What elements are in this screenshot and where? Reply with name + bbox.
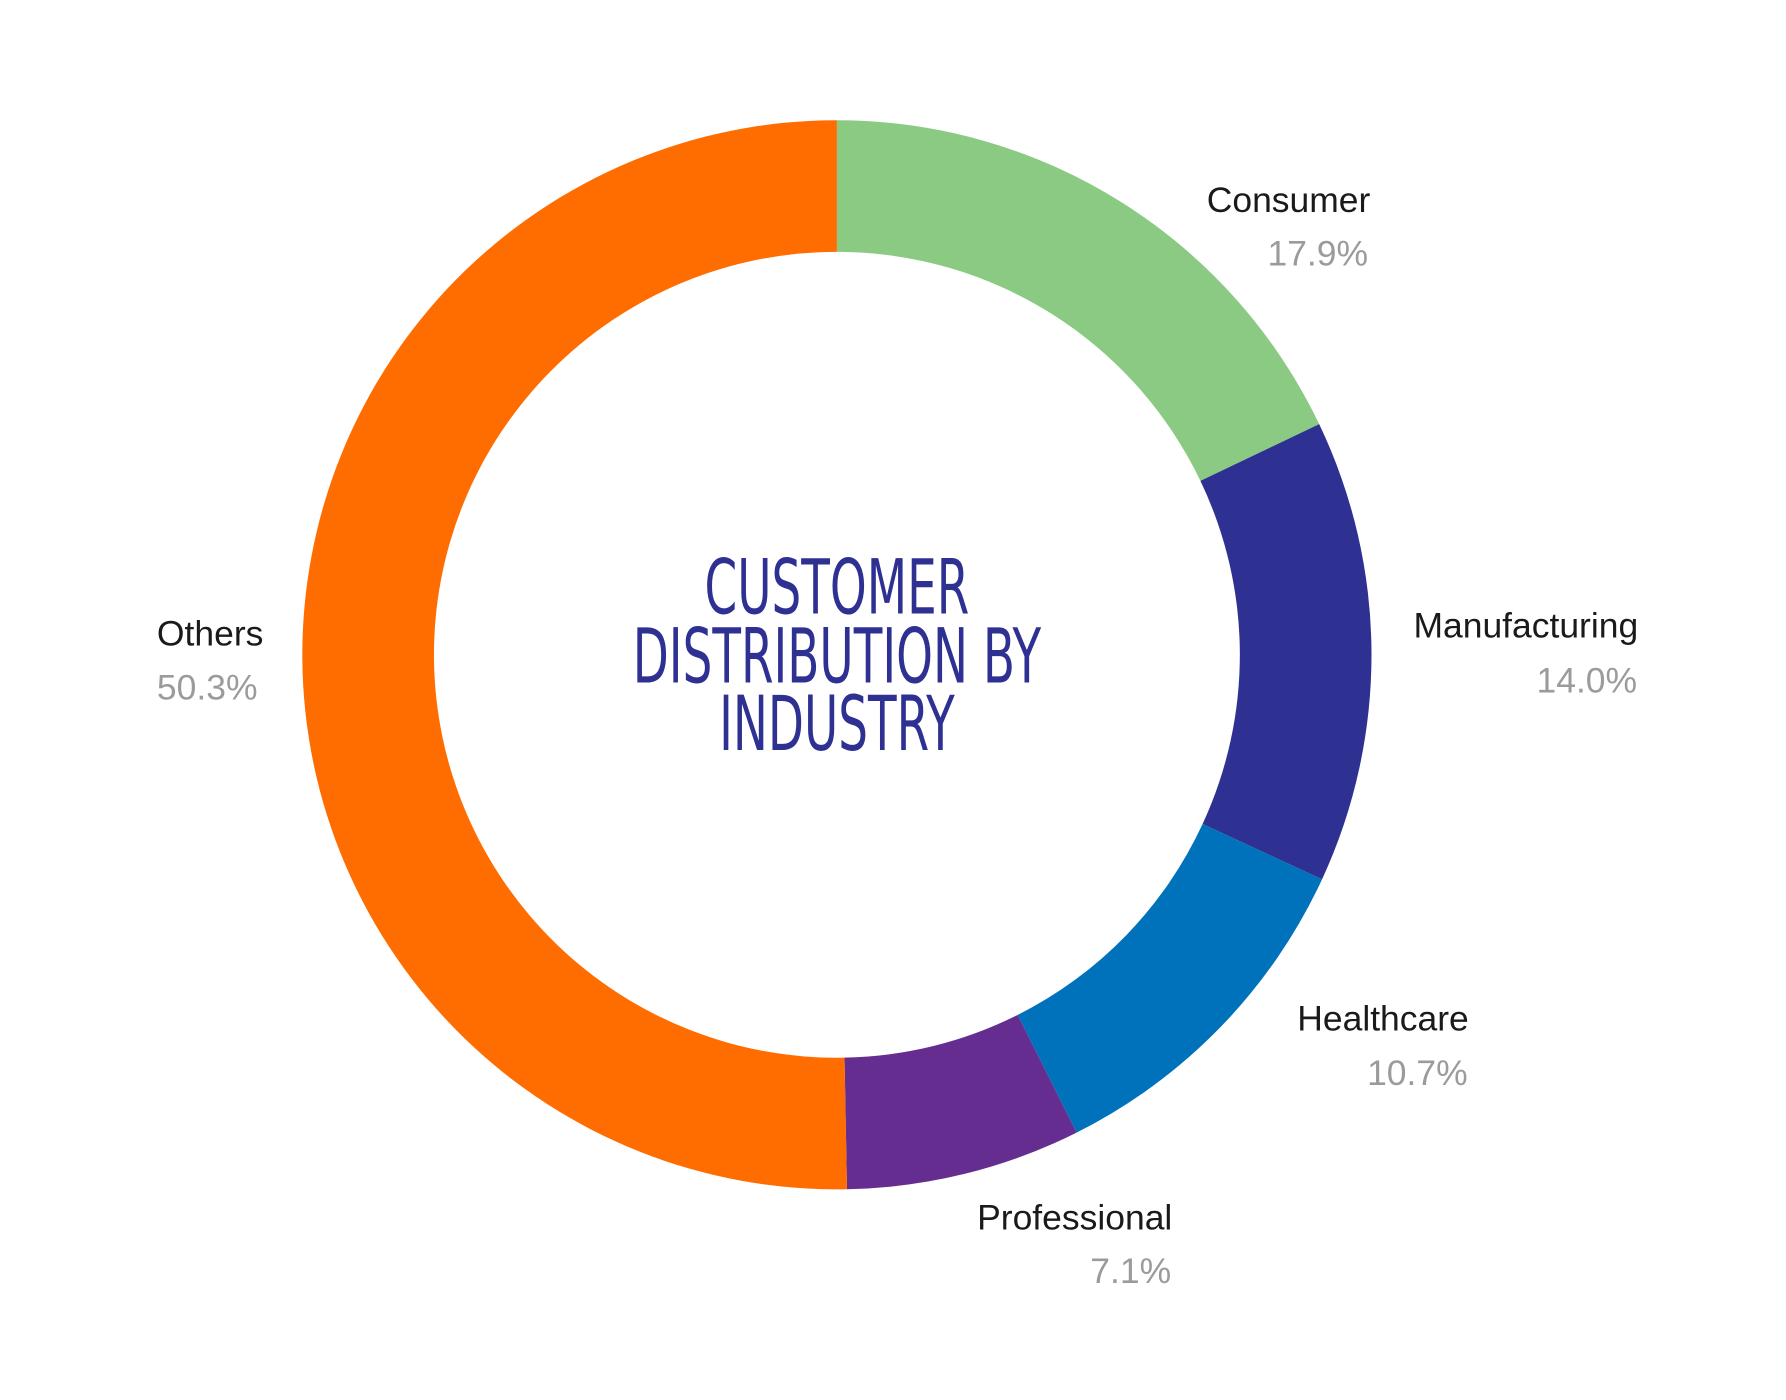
label-consumer: Consumer 17.9% bbox=[1207, 180, 1371, 274]
label-professional: Professional 7.1% bbox=[977, 1197, 1172, 1291]
chart-title: CUSTOMER DISTRIBUTION BY INDUSTRY bbox=[633, 544, 1042, 768]
label-manufacturing: Manufacturing 14.0% bbox=[1413, 606, 1638, 701]
slice-professional bbox=[844, 1014, 1077, 1190]
label-others: Others 50.3% bbox=[157, 614, 263, 708]
slice-percent: 14.0% bbox=[1536, 661, 1637, 701]
label-healthcare: Healthcare 10.7% bbox=[1297, 998, 1469, 1093]
slice-others bbox=[302, 120, 847, 1190]
slice-healthcare bbox=[1017, 824, 1323, 1133]
slice-label: Others bbox=[157, 614, 263, 654]
slices bbox=[302, 120, 1372, 1190]
slice-percent: 7.1% bbox=[1090, 1251, 1171, 1291]
slice-label: Manufacturing bbox=[1413, 606, 1638, 646]
title-line-3: INDUSTRY bbox=[719, 680, 955, 768]
title-line-1: CUSTOMER bbox=[705, 544, 970, 632]
slice-percent: 50.3% bbox=[157, 667, 258, 707]
slice-percent: 17.9% bbox=[1267, 234, 1368, 274]
slice-label: Consumer bbox=[1207, 180, 1371, 220]
slice-consumer bbox=[836, 120, 1320, 481]
slice-label: Healthcare bbox=[1297, 998, 1469, 1038]
slice-manufacturing bbox=[1200, 424, 1372, 880]
title-line-2: DISTRIBUTION BY bbox=[633, 613, 1042, 701]
slice-percent: 10.7% bbox=[1367, 1053, 1468, 1093]
slice-label: Professional bbox=[977, 1197, 1172, 1237]
